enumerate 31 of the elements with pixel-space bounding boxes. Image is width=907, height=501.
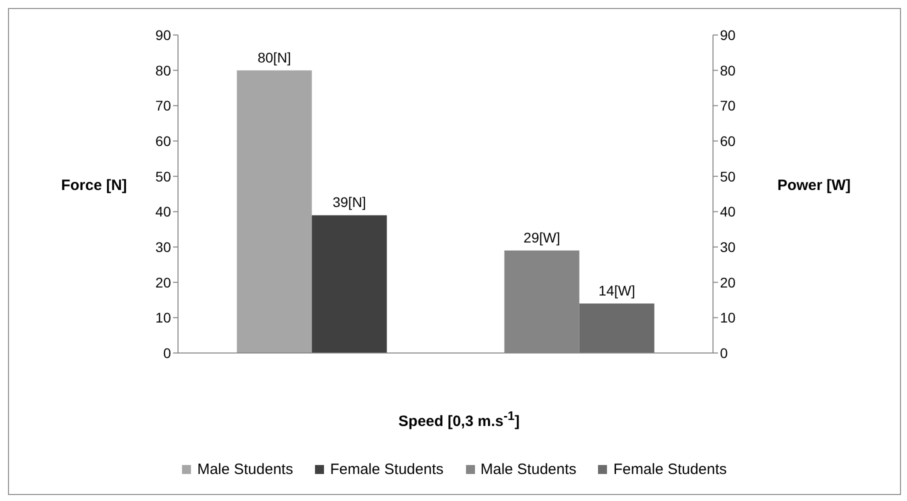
y-tick-label: 10 <box>155 310 172 326</box>
y2-axis-title: Power [W] <box>777 177 851 194</box>
x-axis-title: Speed [0,3 m.s$^{-1}$] <box>398 409 520 430</box>
y2-tick-label: 50 <box>720 168 736 184</box>
y-tick-label: 60 <box>155 132 172 149</box>
data-label: 80[N] <box>258 49 292 66</box>
y2-tick-label: 90 <box>720 26 736 43</box>
legend-label: Female Students <box>330 461 444 478</box>
y2-tick-label: 30 <box>720 238 736 255</box>
y2-tick-label: 20 <box>720 274 736 290</box>
y2-tick-label: 80 <box>720 62 736 78</box>
legend-label: Male Students <box>480 461 576 478</box>
y2-tick-label: 10 <box>720 310 736 326</box>
y-tick-label: 20 <box>155 274 172 290</box>
data-label: 39[N] <box>332 194 366 210</box>
y-tick-label: 40 <box>155 204 172 220</box>
y2-tick-label: 0 <box>720 344 728 361</box>
y2-tick-label: 40 <box>720 204 736 220</box>
y2-tick-label: 60 <box>720 132 736 149</box>
y-tick-label: 90 <box>155 26 172 43</box>
y-tick-label: 0 <box>163 344 172 361</box>
data-label: 14[W] <box>598 282 636 299</box>
y-tick-label: 50 <box>155 168 172 184</box>
y-tick-label: 30 <box>155 238 172 255</box>
data-label: 29[W] <box>524 230 560 246</box>
y-tick-label: 70 <box>155 98 172 114</box>
y2-tick-label: 70 <box>720 98 736 114</box>
legend-label: Male Students <box>197 461 294 478</box>
y-tick-label: 80 <box>155 62 172 78</box>
y-axis-title: Force [N] <box>61 177 127 194</box>
legend-label: Female Students <box>613 461 727 478</box>
